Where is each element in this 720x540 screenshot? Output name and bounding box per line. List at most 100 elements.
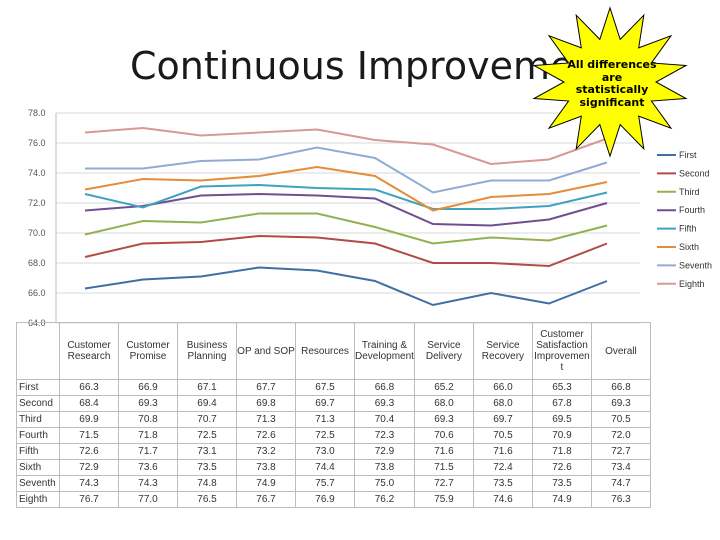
table-cell: 71.6 [472, 443, 533, 460]
page-title: Continuous Improvement [130, 44, 613, 88]
y-tick-label: 74.0 [28, 168, 46, 178]
series-line-eighth [84, 126, 608, 166]
table-cell: 76.7 [236, 491, 296, 508]
table-cell: 72.7 [590, 443, 651, 460]
table-cell: 74.3 [59, 475, 119, 492]
table-cell: 69.3 [413, 411, 474, 428]
table-row: Third 69.9 70.8 70.7 71.3 71.3 70.4 69.3 69.7 69.… [16, 411, 651, 428]
table-row: Seventh 74.3 74.3 74.8 74.9 75.7 75.0 72.7 73.5 7… [16, 475, 651, 492]
table-cell: 67.5 [295, 379, 355, 396]
column-header: Training & Development [354, 322, 415, 380]
table-cell: 66.8 [590, 379, 651, 396]
table-cell: 65.2 [413, 379, 474, 396]
table-cell: 73.5 [531, 475, 592, 492]
series-line-third [84, 212, 608, 245]
table-cell: 70.5 [472, 427, 533, 444]
legend-label: Third [679, 187, 700, 197]
table-cell: 72.4 [472, 459, 533, 476]
table-cell: 73.2 [236, 443, 296, 460]
column-header: Customer Research [59, 322, 119, 380]
table-cell: 66.9 [118, 379, 178, 396]
table-cell: 70.7 [177, 411, 237, 428]
table-cell: 71.3 [295, 411, 355, 428]
callout-line: All differences [567, 58, 657, 71]
table-cell: 69.4 [177, 395, 237, 412]
table-cell: 72.9 [354, 443, 415, 460]
legend-label: Fourth [679, 205, 705, 215]
row-label: Sixth [16, 459, 60, 476]
table-cell: 66.0 [472, 379, 533, 396]
column-header: Service Recovery [472, 322, 533, 380]
table-cell: 70.4 [354, 411, 415, 428]
table-cell: 69.9 [59, 411, 119, 428]
table-cell: 69.7 [472, 411, 533, 428]
column-header: Customer Promise [118, 322, 178, 380]
table-cell: 66.3 [59, 379, 119, 396]
table-cell: 76.2 [354, 491, 415, 508]
series-line-second [84, 234, 608, 268]
table-cell: 65.3 [531, 379, 592, 396]
table-cell: 72.5 [177, 427, 237, 444]
table-cell: 72.3 [354, 427, 415, 444]
table-cell: 67.1 [177, 379, 237, 396]
y-tick-label: 76.0 [28, 138, 46, 148]
y-tick-label: 70.0 [28, 228, 46, 238]
table-cell: 70.9 [531, 427, 592, 444]
table-cell: 73.5 [472, 475, 533, 492]
table-cell: 69.3 [354, 395, 415, 412]
table-cell: 68.0 [413, 395, 474, 412]
table-cell: 71.6 [413, 443, 474, 460]
table-cell: 72.0 [590, 427, 651, 444]
row-label: Eighth [16, 491, 60, 508]
table-cell: 70.8 [118, 411, 178, 428]
column-header: Business Planning [177, 322, 237, 380]
row-label: First [16, 379, 60, 396]
y-tick-label: 72.0 [28, 198, 46, 208]
table-cell: 74.4 [295, 459, 355, 476]
table-cell: 72.9 [59, 459, 119, 476]
table-cell: 73.4 [590, 459, 651, 476]
y-tick-label: 68.0 [28, 258, 46, 268]
table-cell: 73.6 [118, 459, 178, 476]
table-cell: 69.3 [118, 395, 178, 412]
table-cell: 76.3 [590, 491, 651, 508]
table-cell: 68.4 [59, 395, 119, 412]
legend-label: Seventh [679, 260, 712, 270]
column-header: Resources [295, 322, 355, 380]
table-cell: 74.3 [118, 475, 178, 492]
series-line-fifth [84, 183, 608, 210]
table-cell: 72.5 [295, 427, 355, 444]
table-cell: 73.1 [177, 443, 237, 460]
table-cell: 67.7 [236, 379, 296, 396]
table-cell: 74.8 [177, 475, 237, 492]
table-cell: 71.7 [118, 443, 178, 460]
table-cell: 68.0 [472, 395, 533, 412]
series-line-seventh [85, 146, 608, 194]
callout-line: are [601, 70, 623, 84]
table-cell: 75.7 [295, 475, 355, 492]
series-line-fourth [84, 192, 608, 227]
table-cell: 71.8 [118, 427, 178, 444]
table-cell: 70.6 [413, 427, 474, 444]
table-cell: 74.9 [236, 475, 296, 492]
callout-line: significant [579, 95, 645, 109]
table-cell: 71.5 [413, 459, 474, 476]
table-cell: 77.0 [118, 491, 178, 508]
table-cell: 74.7 [590, 475, 651, 492]
y-tick-label: 78.0 [28, 108, 46, 118]
legend-label: Fifth [679, 224, 697, 234]
table-cell: 76.7 [59, 491, 119, 508]
table-cell: 72.6 [59, 443, 119, 460]
column-header: Service Delivery [413, 322, 474, 380]
table-cell: 72.7 [413, 475, 474, 492]
column-header: OP and SOP [236, 322, 296, 380]
table-cell: 70.5 [590, 411, 651, 428]
table-cell: 71.8 [531, 443, 592, 460]
row-label: Second [16, 395, 60, 412]
legend-label: Sixth [679, 242, 699, 252]
table-cell: 73.8 [236, 459, 296, 476]
table-cell: 72.6 [531, 459, 592, 476]
table-cell: 76.9 [295, 491, 355, 508]
row-label: Seventh [16, 475, 60, 492]
